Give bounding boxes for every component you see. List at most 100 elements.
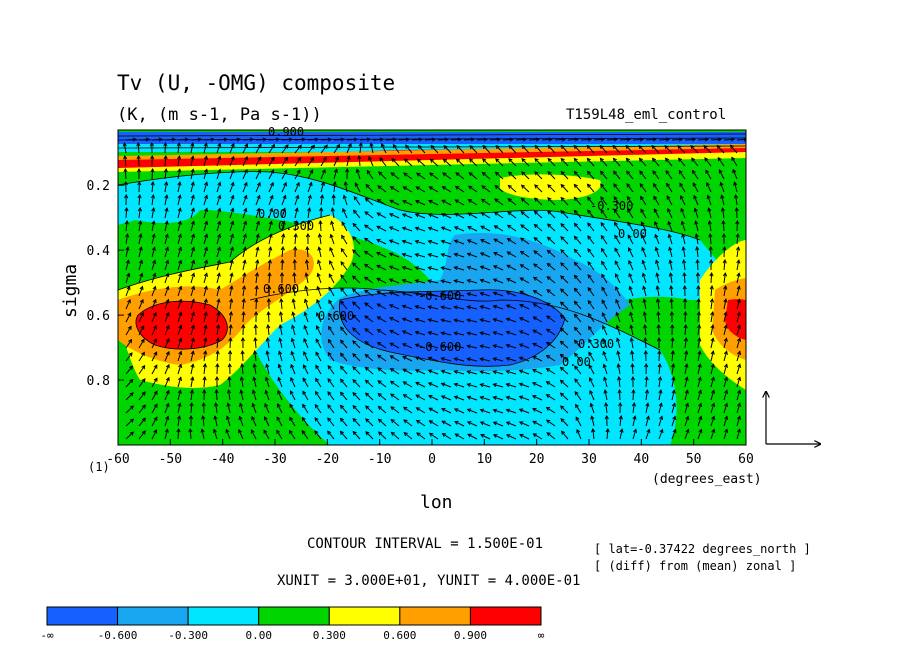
wind-vector — [495, 158, 504, 167]
wind-vector — [507, 224, 517, 232]
wind-vector — [626, 183, 634, 193]
wind-vector-head — [314, 417, 319, 422]
wind-vector-head — [149, 141, 154, 147]
wind-vector-head — [645, 415, 650, 420]
wind-vector — [328, 287, 335, 297]
wind-vector — [560, 145, 569, 154]
wind-vector-head — [443, 144, 448, 150]
wind-vector — [684, 338, 687, 349]
wind-vector-head — [145, 137, 151, 142]
wind-vector — [574, 352, 582, 362]
x-axis-label: lon — [420, 492, 453, 513]
wind-vector — [290, 377, 296, 388]
wind-vector-head — [697, 350, 702, 355]
wind-vector-head — [737, 389, 742, 394]
wind-vector-head — [364, 341, 369, 346]
wind-vector — [601, 287, 608, 297]
wind-vector — [352, 405, 361, 414]
wind-vector-head — [454, 199, 459, 204]
wind-vector-head — [600, 209, 605, 214]
wind-vector-head — [190, 311, 196, 316]
wind-vector-head — [292, 271, 297, 277]
wind-vector — [469, 158, 478, 167]
wind-vector — [203, 376, 206, 388]
wind-vector — [390, 393, 400, 401]
wind-vector-head — [364, 366, 370, 371]
wind-vector — [442, 186, 452, 193]
wind-vector — [666, 183, 673, 193]
wind-vector-head — [723, 363, 729, 368]
wind-vector — [389, 304, 400, 310]
y-tick-label: 0.6 — [87, 309, 110, 324]
wind-vector — [519, 396, 530, 401]
wind-vector-head — [401, 291, 407, 296]
wind-vector-head — [257, 156, 262, 161]
wind-vector-head — [217, 168, 222, 174]
wind-vector-head — [376, 264, 381, 269]
wind-vector-head — [427, 318, 432, 323]
wind-vector — [203, 286, 208, 297]
wind-vector — [352, 431, 361, 440]
wind-vector-head — [731, 156, 736, 161]
wind-vector — [454, 358, 465, 362]
wind-vector-head — [414, 292, 419, 297]
wind-vector — [190, 234, 195, 245]
wind-vector-head — [574, 137, 580, 142]
wind-vector — [600, 183, 608, 193]
wind-vector-head — [532, 369, 537, 373]
wind-vector-head — [279, 284, 284, 290]
wind-vector-head — [456, 144, 461, 150]
wind-vector-head — [440, 331, 445, 336]
wind-vector-head — [519, 290, 524, 295]
wind-vector — [390, 172, 400, 180]
wind-vector — [268, 169, 274, 180]
wind-vector-head — [414, 356, 420, 361]
wind-vector — [370, 143, 374, 154]
wind-vector-head — [693, 207, 698, 213]
wind-vector-head — [492, 278, 498, 283]
wind-vector — [268, 208, 273, 219]
wind-vector — [631, 363, 634, 375]
wind-vector-head — [466, 357, 471, 362]
wind-vector-head — [640, 208, 645, 213]
wind-vector — [190, 325, 195, 336]
wind-vector — [151, 338, 157, 349]
wind-vector-head — [204, 220, 209, 225]
wind-vector-head — [376, 329, 382, 333]
wind-vector — [669, 260, 673, 271]
wind-vector-head — [560, 262, 565, 267]
wind-vector — [480, 332, 491, 336]
wind-vector — [377, 199, 387, 206]
wind-vector-head — [414, 317, 419, 322]
wind-vector-head — [315, 377, 319, 383]
wind-vector-head — [242, 272, 247, 277]
wind-vector — [294, 144, 302, 154]
wind-vector-head — [669, 310, 675, 316]
wind-vector-head — [711, 389, 716, 394]
wind-vector — [390, 406, 400, 414]
wind-vector — [467, 421, 478, 427]
wind-vector — [604, 390, 608, 401]
wind-vector-head — [561, 430, 566, 435]
wind-vector — [415, 356, 426, 362]
wind-vector — [642, 260, 647, 271]
wind-vector — [734, 182, 738, 193]
wind-vector — [203, 182, 208, 193]
wind-vector — [495, 171, 504, 180]
wind-vector — [216, 350, 219, 362]
wind-vector-head — [520, 211, 525, 216]
wind-vector — [710, 351, 714, 362]
wind-vector — [138, 299, 144, 310]
wind-vector-head — [283, 169, 288, 174]
wind-vector-head — [152, 285, 157, 291]
wind-vector — [241, 350, 244, 362]
wind-vector-head — [177, 168, 182, 173]
wind-vector-head — [364, 197, 370, 202]
wind-vector — [546, 432, 556, 440]
wind-vector — [684, 377, 688, 388]
wind-vector-head — [505, 408, 511, 413]
wind-vector — [242, 143, 248, 154]
wind-vector — [710, 312, 714, 323]
wind-vector-head — [629, 311, 634, 316]
wind-vector — [736, 260, 740, 271]
